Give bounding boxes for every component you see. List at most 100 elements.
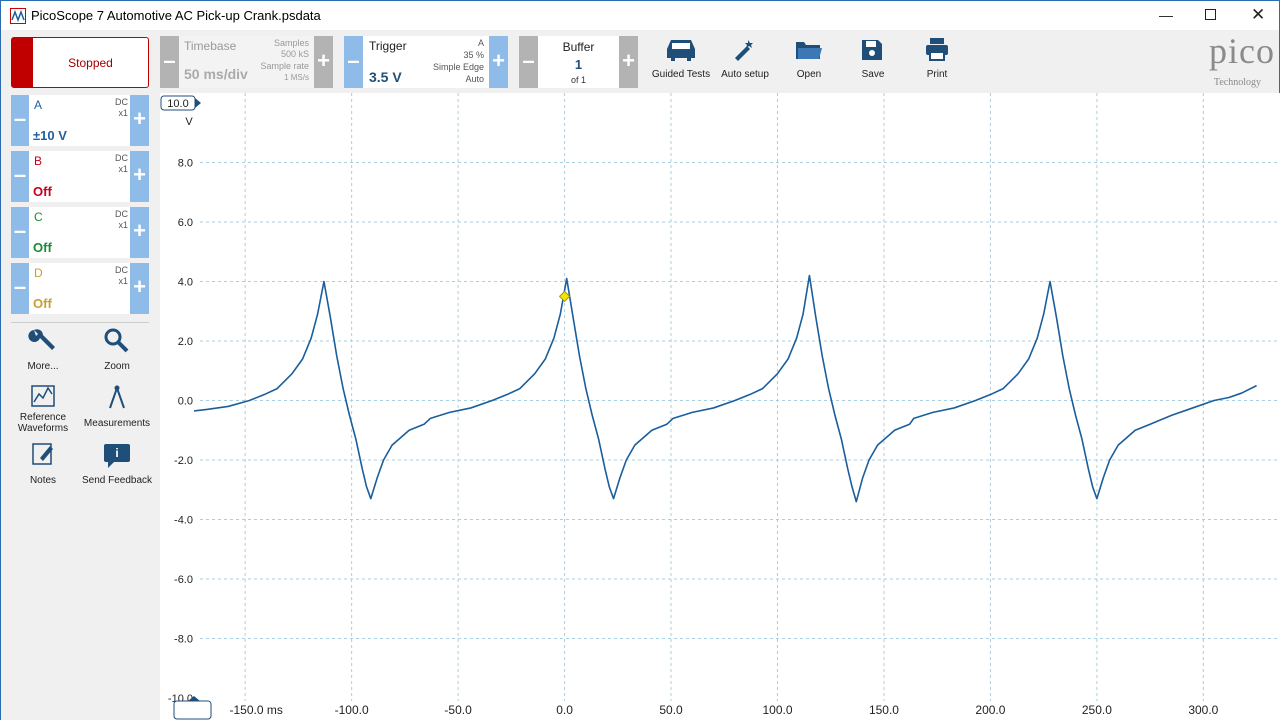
timebase-minus[interactable]: – bbox=[160, 36, 179, 88]
channel-range: Off bbox=[33, 240, 52, 255]
channel-plus[interactable]: + bbox=[130, 95, 149, 146]
toolbar-button[interactable]: Auto setup bbox=[721, 69, 769, 80]
tool-icons: i bbox=[28, 328, 130, 468]
channel-name: B bbox=[34, 154, 43, 168]
channel-body[interactable]: B DC x1 Off bbox=[29, 151, 130, 202]
maximize[interactable] bbox=[1205, 9, 1216, 20]
tool-button[interactable]: More... bbox=[27, 361, 59, 372]
timebase[interactable]: Timebase 50 ms/div Samples 500 kS Sample… bbox=[179, 36, 314, 88]
channel-coupling: DC bbox=[115, 209, 128, 219]
tool-button[interactable]: Reference Waveforms bbox=[17, 412, 69, 434]
minimize[interactable]: — bbox=[1159, 7, 1173, 23]
samples-label: Samples bbox=[273, 38, 309, 48]
tool-button[interactable]: Send Feedback bbox=[81, 475, 153, 486]
channel-coupling: DC bbox=[115, 265, 128, 275]
title-bar: PicoScope 7 Automotive AC Pick-up Crank.… bbox=[0, 0, 1280, 30]
x-tick-label: 0.0 bbox=[556, 703, 573, 717]
channel-name: C bbox=[34, 210, 43, 224]
channel-body[interactable]: A DC x1 ±10 V bbox=[29, 95, 130, 146]
tool-button[interactable]: Zoom bbox=[104, 361, 130, 372]
channel-minus[interactable]: – bbox=[11, 151, 29, 202]
trigger-type: Simple Edge bbox=[432, 62, 484, 72]
buffer[interactable]: Buffer 1 of 1 bbox=[538, 36, 619, 88]
run-state: Stopped bbox=[68, 56, 113, 70]
x-tick-label: 250.0 bbox=[1082, 703, 1112, 717]
channel[interactable]: – B DC x1 Off + bbox=[11, 151, 149, 202]
buffer-minus[interactable]: – bbox=[519, 36, 538, 88]
samples: 500 kS bbox=[280, 49, 309, 59]
channel-probe: x1 bbox=[118, 220, 128, 230]
channel-plus[interactable]: + bbox=[130, 151, 149, 202]
y-tick-label: -8.0 bbox=[174, 634, 193, 646]
trigger-label: Trigger bbox=[369, 39, 407, 53]
toolbar-button[interactable]: Open bbox=[796, 69, 822, 80]
trigger-mode: Auto bbox=[465, 74, 484, 84]
y-tick-label: 0.0 bbox=[178, 396, 193, 408]
svg-text:i: i bbox=[115, 446, 118, 460]
y-tick-label: 4.0 bbox=[178, 277, 193, 289]
channel[interactable]: – D DC x1 Off + bbox=[11, 263, 149, 314]
channel-probe: x1 bbox=[118, 276, 128, 286]
y-tick-label: 8.0 bbox=[178, 158, 193, 170]
rate: 1 MS/s bbox=[284, 73, 309, 82]
buffer-count: of 1 bbox=[570, 75, 586, 85]
trigger[interactable]: Trigger 3.5 V A 35 % Simple Edge Auto bbox=[363, 36, 489, 88]
channel-probe: x1 bbox=[118, 108, 128, 118]
channel-probe: x1 bbox=[118, 164, 128, 174]
tool-button[interactable]: Notes bbox=[29, 475, 57, 486]
toolbar-button[interactable]: Guided Tests bbox=[651, 69, 711, 80]
channel[interactable]: – A DC x1 ±10 V + bbox=[11, 95, 149, 146]
trace bbox=[193, 274, 1257, 503]
y-tick-label: -2.0 bbox=[174, 455, 193, 467]
x-tick-label: -150.0 ms bbox=[229, 703, 282, 717]
channel-plus[interactable]: + bbox=[130, 263, 149, 314]
x-range-arrow bbox=[188, 696, 200, 701]
y-tick-label: 2.0 bbox=[178, 336, 193, 348]
run-strip bbox=[12, 38, 33, 87]
tool-button[interactable]: Measurements bbox=[83, 418, 151, 429]
channel-body[interactable]: C DC x1 Off bbox=[29, 207, 130, 258]
channel-coupling: DC bbox=[115, 97, 128, 107]
channel-minus[interactable]: – bbox=[11, 207, 29, 258]
toolbar-button[interactable]: Print bbox=[926, 69, 948, 80]
trigger-minus[interactable]: – bbox=[344, 36, 363, 88]
toolbar-button[interactable]: Save bbox=[861, 69, 885, 80]
x-tick-label: 100.0 bbox=[762, 703, 792, 717]
timebase-value: 50 ms/div bbox=[184, 66, 248, 82]
window-title: PicoScope 7 Automotive AC Pick-up Crank.… bbox=[31, 8, 321, 23]
x-tick-label: 200.0 bbox=[975, 703, 1005, 717]
trigger-level: 3.5 V bbox=[369, 69, 402, 85]
y-axis-unit: V bbox=[185, 116, 193, 128]
buffer-plus[interactable]: + bbox=[619, 36, 638, 88]
x-tick-label: 50.0 bbox=[659, 703, 683, 717]
app-icon bbox=[10, 8, 26, 24]
channel-name: A bbox=[34, 98, 43, 112]
channel-range: ±10 V bbox=[33, 128, 67, 143]
trigger-position: 35 % bbox=[463, 50, 484, 60]
buffer-label: Buffer bbox=[562, 40, 595, 54]
x-tick-label: 300.0 bbox=[1188, 703, 1218, 717]
scope-view: 10.08.06.04.02.00.0-2.0-4.0-6.0-8.0-10.0… bbox=[160, 93, 1280, 720]
trigger-channel: A bbox=[477, 38, 484, 48]
channel-coupling: DC bbox=[115, 153, 128, 163]
timebase-plus[interactable]: + bbox=[314, 36, 333, 88]
timebase-label: Timebase bbox=[184, 39, 237, 53]
channel-body[interactable]: D DC x1 Off bbox=[29, 263, 130, 314]
logo-tagline: Technology bbox=[1213, 77, 1261, 88]
channel-minus[interactable]: – bbox=[11, 95, 29, 146]
separator bbox=[11, 322, 149, 323]
rate-label: Sample rate bbox=[260, 61, 309, 71]
channel-plus[interactable]: + bbox=[130, 207, 149, 258]
x-tick-label: -100.0 bbox=[335, 703, 369, 717]
run-button[interactable]: Stopped bbox=[11, 37, 149, 88]
buffer-index: 1 bbox=[574, 57, 583, 72]
channel[interactable]: – C DC x1 Off + bbox=[11, 207, 149, 258]
logo: pico bbox=[1209, 31, 1275, 71]
close[interactable]: ✕ bbox=[1251, 5, 1266, 24]
y-tick-label: 6.0 bbox=[178, 217, 193, 229]
range-arrow bbox=[195, 98, 201, 108]
trigger-plus[interactable]: + bbox=[489, 36, 508, 88]
channel-minus[interactable]: – bbox=[11, 263, 29, 314]
x-tick-label: -50.0 bbox=[444, 703, 472, 717]
